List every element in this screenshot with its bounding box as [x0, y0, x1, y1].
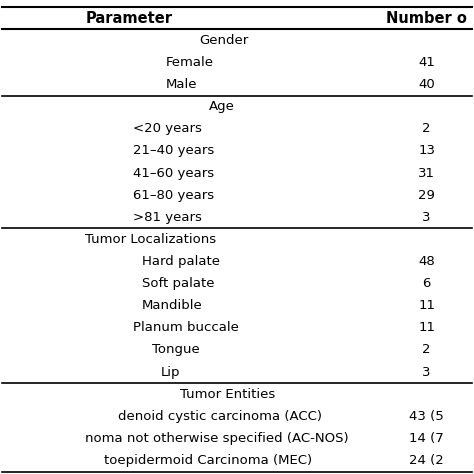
Text: Tongue: Tongue [152, 344, 200, 356]
Text: 61–80 years: 61–80 years [133, 189, 214, 201]
Text: 3: 3 [422, 365, 431, 379]
Text: 11: 11 [418, 299, 435, 312]
Text: noma not otherwise specified (AC-NOS): noma not otherwise specified (AC-NOS) [85, 432, 349, 445]
Text: toepidermoid Carcinoma (MEC): toepidermoid Carcinoma (MEC) [104, 454, 312, 467]
Text: Female: Female [166, 56, 214, 69]
Text: 2: 2 [422, 344, 431, 356]
Text: 43 (5: 43 (5 [409, 410, 444, 423]
Text: Tumor Localizations: Tumor Localizations [85, 233, 217, 246]
Text: 41–60 years: 41–60 years [133, 166, 214, 180]
Text: >81 years: >81 years [133, 211, 201, 224]
Text: 21–40 years: 21–40 years [133, 145, 214, 157]
Text: Parameter: Parameter [85, 11, 173, 26]
Text: Hard palate: Hard palate [142, 255, 220, 268]
Text: Number o: Number o [386, 11, 467, 26]
Text: 13: 13 [418, 145, 435, 157]
Text: Male: Male [166, 78, 197, 91]
Text: Gender: Gender [199, 34, 248, 47]
Text: 2: 2 [422, 122, 431, 135]
Text: Tumor Entities: Tumor Entities [180, 388, 275, 401]
Text: 6: 6 [422, 277, 431, 290]
Text: Lip: Lip [161, 365, 181, 379]
Text: 24 (2: 24 (2 [409, 454, 444, 467]
Text: Age: Age [209, 100, 235, 113]
Text: 11: 11 [418, 321, 435, 334]
Text: 41: 41 [418, 56, 435, 69]
Text: denoid cystic carcinoma (ACC): denoid cystic carcinoma (ACC) [118, 410, 322, 423]
Text: <20 years: <20 years [133, 122, 201, 135]
Text: 40: 40 [418, 78, 435, 91]
Text: Planum buccale: Planum buccale [133, 321, 238, 334]
Text: 14 (7: 14 (7 [409, 432, 444, 445]
Text: Soft palate: Soft palate [142, 277, 215, 290]
Text: Mandible: Mandible [142, 299, 203, 312]
Text: 31: 31 [418, 166, 435, 180]
Text: 48: 48 [418, 255, 435, 268]
Text: 3: 3 [422, 211, 431, 224]
Text: 29: 29 [418, 189, 435, 201]
